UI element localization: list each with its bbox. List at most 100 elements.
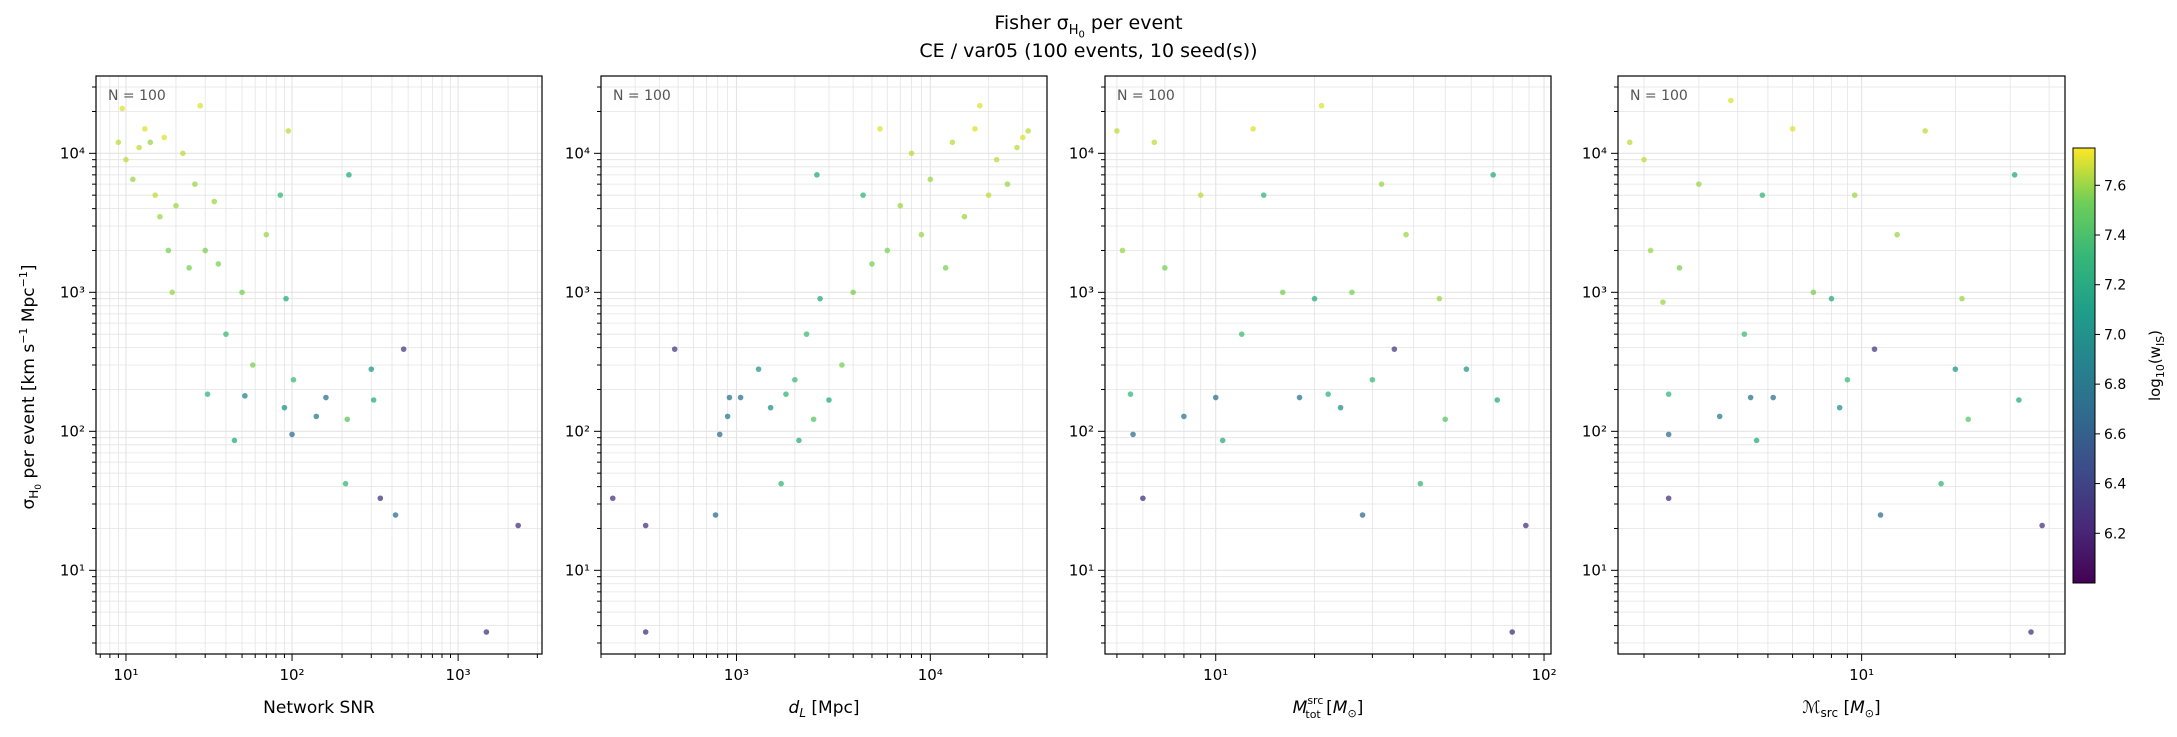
data-point [290, 376, 297, 383]
data-point [1626, 139, 1633, 146]
data-point [985, 192, 992, 198]
data-point [1952, 366, 1959, 372]
data-point [1665, 391, 1672, 397]
y-tick-label: 10⁴ [1582, 144, 1607, 162]
data-point [671, 346, 678, 352]
data-point [908, 150, 915, 157]
y-tick-label: 10¹ [1069, 561, 1094, 579]
data-point [1119, 247, 1126, 254]
y-tick-label: 10² [1582, 422, 1607, 440]
x-tick-label: 10³ [446, 666, 471, 684]
data-point [1378, 181, 1385, 187]
y-tick-label: 10³ [565, 283, 590, 301]
colorbar-tick-label: 7.6 [2104, 178, 2126, 194]
scatter-panel-1: 10¹ 10² 10³ 10¹ 10² 10³ 10⁴ N = 100 Network SNR [60, 75, 543, 718]
data-point [1716, 413, 1723, 420]
data-point [1349, 289, 1355, 296]
data-point [392, 512, 399, 518]
data-point [1019, 134, 1026, 141]
data-point [119, 105, 126, 112]
x-tick-label: 10¹ [1203, 666, 1228, 684]
data-point [826, 397, 832, 403]
ticks: 10³ 10⁴ 10¹ 10² 10³ 10⁴ [565, 86, 1048, 684]
data-point [1851, 192, 1858, 198]
data-point [2011, 172, 2018, 178]
data-point [642, 522, 649, 529]
data-points [1114, 102, 1529, 635]
data-point [249, 362, 256, 368]
figure-title: Fisher σH0 per event [0, 12, 2177, 40]
data-point [1871, 346, 1878, 352]
data-point [1877, 512, 1884, 518]
data-point [1676, 265, 1683, 271]
data-point [147, 139, 154, 146]
data-point [515, 522, 521, 529]
y-tick-label: 10⁴ [565, 144, 590, 162]
data-point [130, 176, 136, 183]
y-tick-label: 10³ [1069, 283, 1094, 301]
data-point [283, 295, 289, 302]
data-point [1696, 181, 1702, 187]
data-point [152, 192, 159, 198]
y-tick-label: 10³ [60, 283, 85, 301]
n-annotation: N = 100 [1117, 88, 1175, 104]
scatter-panel-3: 10¹ 10² 10¹ 10² 10³ 10⁴ N = 100 Msrc tot [M⊙] [1069, 75, 1557, 721]
data-point [839, 362, 845, 368]
data-point [173, 202, 179, 209]
colorbar-tick-label: 6.8 [2104, 377, 2126, 393]
data-point [186, 265, 192, 271]
data-point [1741, 331, 1748, 337]
data-point [2016, 397, 2022, 403]
data-point [1641, 156, 1647, 163]
ticks: 10¹ 10¹ 10² 10³ 10⁴ [1582, 86, 2050, 684]
data-points [115, 102, 521, 635]
data-point [927, 176, 934, 183]
plot-frame [600, 75, 1048, 655]
data-point [724, 413, 731, 420]
scatter-panel-2: 10³ 10⁴ 10¹ 10² 10³ 10⁴ N = 100 dL [Mpc] [565, 75, 1048, 720]
ticks: 10¹ 10² 10¹ 10² 10³ 10⁴ [1069, 86, 1557, 684]
data-point [1359, 512, 1366, 518]
data-point [1403, 231, 1409, 238]
data-point [1296, 394, 1303, 401]
y-tick-label: 10² [1069, 422, 1094, 440]
title-sub: H [1068, 22, 1079, 38]
data-point [192, 181, 198, 187]
data-point [1660, 299, 1666, 305]
y-axis-label: σH0 per event [km s−1 Mpc−1] [17, 264, 44, 509]
data-point [877, 126, 883, 132]
data-point [1436, 295, 1443, 302]
data-point [918, 231, 925, 238]
title-subsub: 0 [1078, 29, 1085, 41]
data-point [223, 331, 229, 337]
data-point [1114, 128, 1120, 134]
data-point [810, 416, 817, 423]
colorbar-tick-label: 6.2 [2104, 526, 2126, 542]
colorbar-tick-label: 7.2 [2104, 278, 2126, 294]
colorbar-gradient [2072, 147, 2096, 584]
data-points [1626, 97, 2045, 635]
data-point [767, 404, 774, 411]
data-point [609, 495, 616, 502]
data-point [1127, 391, 1134, 397]
plot-frame [1104, 75, 1552, 655]
data-point [1844, 376, 1851, 383]
data-point [1260, 192, 1267, 198]
data-point [1727, 97, 1734, 104]
x-tick-label: 10² [279, 666, 304, 684]
data-point [377, 495, 384, 502]
x-axis-label: Network SNR [263, 698, 375, 718]
data-point [483, 629, 490, 635]
colorbar-tick-label: 6.4 [2104, 477, 2126, 493]
data-point [180, 150, 186, 157]
data-point [860, 192, 866, 198]
colorbar-tick-label: 7.4 [2104, 228, 2126, 244]
data-point [169, 289, 176, 296]
data-point [1014, 144, 1020, 151]
data-point [792, 376, 798, 383]
data-point [1463, 366, 1470, 372]
grid [1105, 76, 1551, 654]
data-point [323, 394, 329, 401]
data-point [263, 231, 270, 238]
n-annotation: N = 100 [108, 88, 166, 104]
